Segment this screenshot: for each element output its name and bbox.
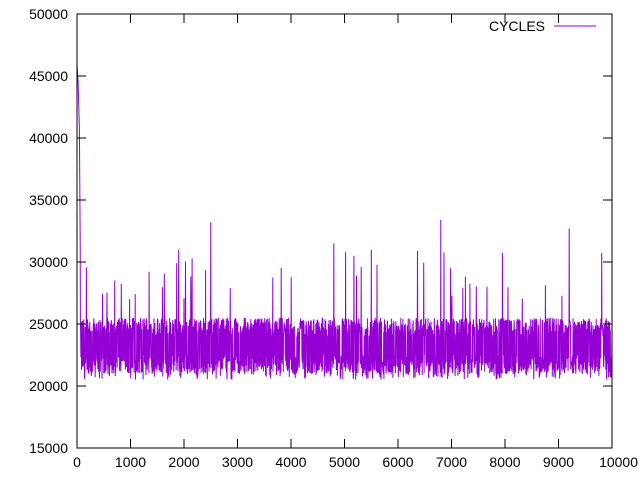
x-tick-label: 2000 (168, 454, 199, 470)
y-axis-ticks: 15000 20000 25000 30000 35000 40000 45000 50000 (29, 6, 612, 456)
x-tick-label: 8000 (489, 454, 520, 470)
series-line-cycles (77, 63, 612, 380)
y-tick-label: 30000 (29, 254, 68, 270)
legend-label-cycles: CYCLES (489, 18, 545, 34)
legend: CYCLES (489, 18, 596, 34)
plot-frame (76, 13, 613, 449)
x-tick-label: 3000 (222, 454, 253, 470)
x-tick-label: 4000 (275, 454, 306, 470)
x-tick-label: 9000 (543, 454, 574, 470)
y-tick-label: 45000 (29, 68, 68, 84)
x-tick-label: 0 (73, 454, 81, 470)
x-axis-ticks: 0 1000 2000 3000 4000 5000 6000 7000 8000 9000 100… (73, 14, 638, 470)
data-layer (77, 63, 612, 380)
y-tick-label: 15000 (29, 440, 68, 456)
x-tick-label: 5000 (329, 454, 360, 470)
x-tick-label: 10000 (599, 454, 638, 470)
y-tick-label: 40000 (29, 130, 68, 146)
y-tick-label: 25000 (29, 316, 68, 332)
y-tick-label: 35000 (29, 192, 68, 208)
y-tick-label: 20000 (29, 378, 68, 394)
x-tick-label: 7000 (436, 454, 467, 470)
x-tick-label: 1000 (115, 454, 146, 470)
x-tick-label: 6000 (382, 454, 413, 470)
y-tick-label: 50000 (29, 6, 68, 22)
